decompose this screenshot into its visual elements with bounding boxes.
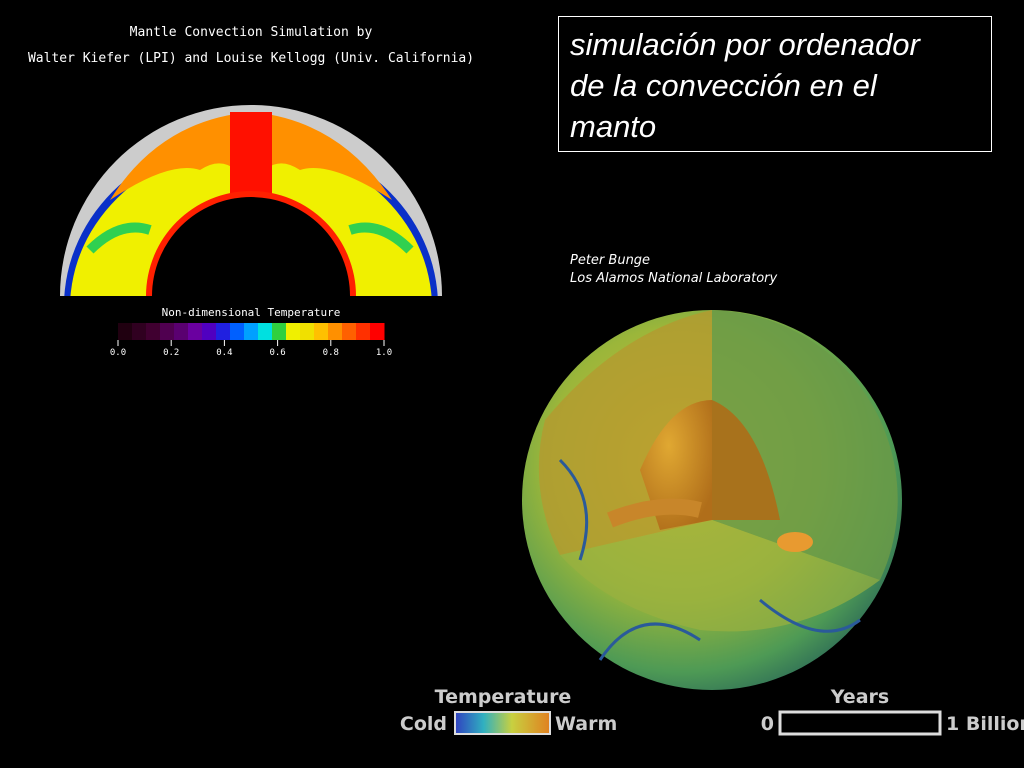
figure-title: Mantle Convection Simulation by <box>130 25 373 40</box>
temperature-scale <box>454 711 551 735</box>
colorbar-segment <box>342 323 357 340</box>
colorbar-segment <box>244 323 259 340</box>
colorbar-segment <box>272 323 287 340</box>
colorbar-tick-label: 1.0 <box>376 348 392 358</box>
credit: Los Alamos National Laboratory <box>570 271 778 286</box>
colorbar-label: Non-dimensional Temperature <box>162 306 341 319</box>
colorbar-segment <box>300 323 315 340</box>
colorbar-segment <box>132 323 147 340</box>
colorbar-segment <box>146 323 161 340</box>
years-scale <box>778 710 942 736</box>
colorbar-segment <box>356 323 371 340</box>
legend-label: Warm <box>555 713 617 735</box>
colorbar-segment <box>202 323 217 340</box>
colorbar-segment <box>314 323 329 340</box>
colorbar-segment <box>230 323 245 340</box>
colorbar-segment <box>174 323 189 340</box>
mantle-cross-section <box>60 105 442 296</box>
legend-title: Temperature <box>435 686 572 708</box>
colorbar-segment <box>286 323 301 340</box>
colorbar-tick-label: 0.6 <box>269 348 285 358</box>
colorbar-tick-label: 0.4 <box>216 348 232 358</box>
caption-box <box>558 16 992 152</box>
colorbar-segment <box>370 323 385 340</box>
colorbar-segment <box>118 323 133 340</box>
figure-title: Walter Kiefer (LPI) and Louise Kellogg (… <box>28 51 474 66</box>
colorbar-segment <box>216 323 231 340</box>
colorbar-segment <box>160 323 175 340</box>
credit: Peter Bunge <box>570 253 650 268</box>
legend-label: 1 Billion <box>946 713 1024 735</box>
colorbar: 0.0 0.2 0.4 0.6 0.8 1.0 <box>110 323 392 358</box>
colorbar-tick-label: 0.2 <box>163 348 179 358</box>
caption-line: de la convección en el <box>570 68 878 103</box>
colorbar-segment <box>258 323 273 340</box>
legend-title: Years <box>830 686 889 708</box>
caption-line: manto <box>570 109 656 144</box>
mantle-sphere <box>522 310 902 690</box>
colorbar-segment <box>328 323 343 340</box>
colorbar-segment <box>188 323 203 340</box>
colorbar-tick-label: 0.8 <box>323 348 339 358</box>
legend-label: Cold <box>400 713 447 735</box>
colorbar-tick-label: 0.0 <box>110 348 126 358</box>
caption-line: simulación por ordenador <box>570 27 921 62</box>
legend-label: 0 <box>761 713 774 735</box>
